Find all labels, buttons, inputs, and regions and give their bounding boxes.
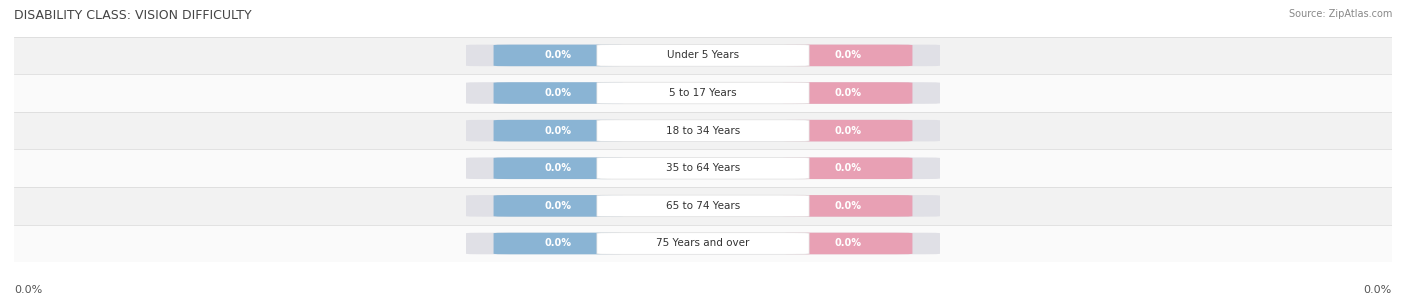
FancyBboxPatch shape (783, 82, 912, 104)
FancyBboxPatch shape (598, 120, 808, 142)
FancyBboxPatch shape (598, 195, 808, 217)
Text: 18 to 34 Years: 18 to 34 Years (666, 126, 740, 136)
Text: Under 5 Years: Under 5 Years (666, 50, 740, 60)
Text: 0.0%: 0.0% (544, 239, 572, 249)
Bar (14, 187, 1392, 225)
Bar (14, 225, 1392, 262)
Text: 0.0%: 0.0% (834, 239, 862, 249)
FancyBboxPatch shape (494, 82, 623, 104)
Bar (14, 74, 1392, 112)
FancyBboxPatch shape (494, 233, 623, 254)
FancyBboxPatch shape (783, 157, 912, 179)
FancyBboxPatch shape (465, 120, 941, 142)
Text: DISABILITY CLASS: VISION DIFFICULTY: DISABILITY CLASS: VISION DIFFICULTY (14, 9, 252, 22)
FancyBboxPatch shape (494, 45, 623, 66)
Text: 5 to 17 Years: 5 to 17 Years (669, 88, 737, 98)
Text: 0.0%: 0.0% (834, 126, 862, 136)
Text: 0.0%: 0.0% (834, 201, 862, 211)
FancyBboxPatch shape (465, 233, 941, 254)
Text: 0.0%: 0.0% (14, 285, 42, 295)
Text: 0.0%: 0.0% (834, 88, 862, 98)
FancyBboxPatch shape (465, 157, 941, 179)
FancyBboxPatch shape (598, 45, 808, 66)
FancyBboxPatch shape (783, 195, 912, 217)
FancyBboxPatch shape (783, 45, 912, 66)
FancyBboxPatch shape (494, 195, 623, 217)
FancyBboxPatch shape (598, 233, 808, 254)
Bar (14, 112, 1392, 149)
Bar (14, 149, 1392, 187)
FancyBboxPatch shape (465, 82, 941, 104)
Text: 0.0%: 0.0% (544, 88, 572, 98)
Text: 0.0%: 0.0% (544, 126, 572, 136)
Text: 35 to 64 Years: 35 to 64 Years (666, 163, 740, 173)
FancyBboxPatch shape (494, 157, 623, 179)
FancyBboxPatch shape (465, 195, 941, 217)
Legend: Male, Female: Male, Female (645, 302, 761, 305)
FancyBboxPatch shape (494, 120, 623, 142)
Text: 0.0%: 0.0% (544, 201, 572, 211)
Text: 0.0%: 0.0% (1364, 285, 1392, 295)
Text: Source: ZipAtlas.com: Source: ZipAtlas.com (1288, 9, 1392, 19)
Text: 0.0%: 0.0% (834, 163, 862, 173)
FancyBboxPatch shape (598, 82, 808, 104)
Text: 0.0%: 0.0% (544, 163, 572, 173)
Text: 75 Years and over: 75 Years and over (657, 239, 749, 249)
FancyBboxPatch shape (783, 120, 912, 142)
Bar (14, 37, 1392, 74)
FancyBboxPatch shape (783, 233, 912, 254)
Text: 65 to 74 Years: 65 to 74 Years (666, 201, 740, 211)
Text: 0.0%: 0.0% (544, 50, 572, 60)
FancyBboxPatch shape (465, 45, 941, 66)
Text: 0.0%: 0.0% (834, 50, 862, 60)
FancyBboxPatch shape (598, 157, 808, 179)
